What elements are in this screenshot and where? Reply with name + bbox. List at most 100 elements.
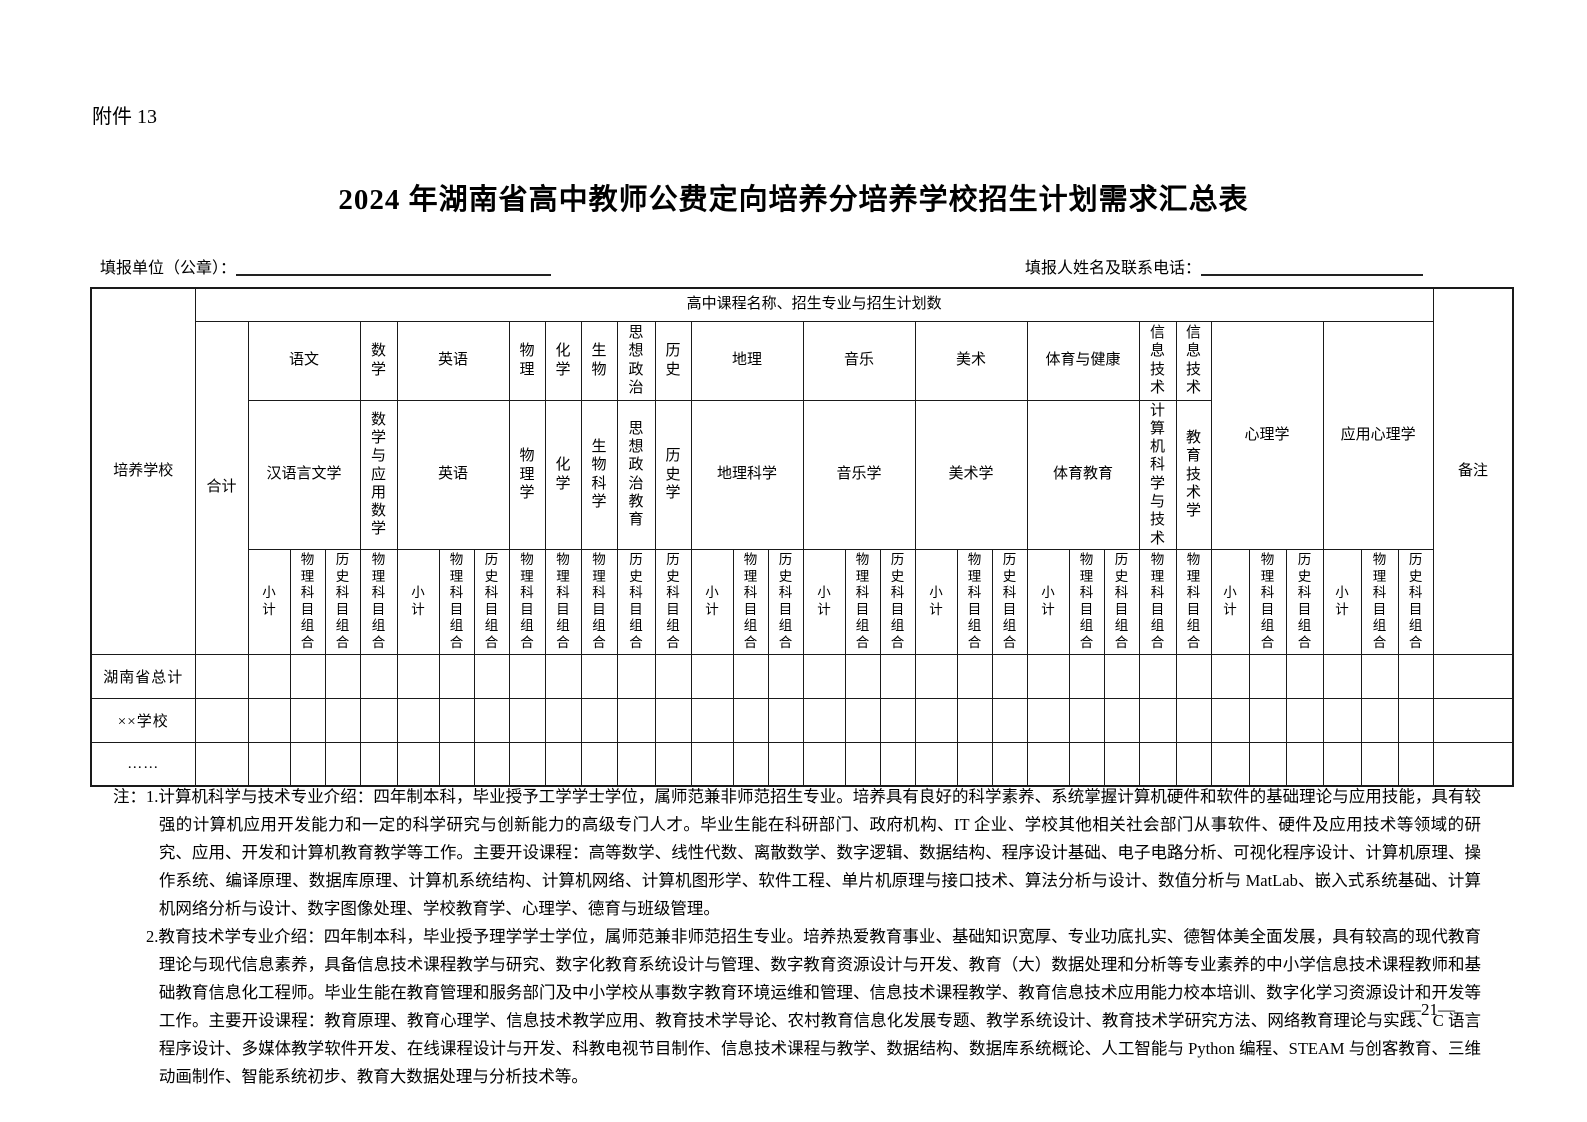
- enrollment-plan-table: 培养学校 高中课程名称、招生专业与招生计划数 备注 合计 语文 数学 英语 物理…: [90, 287, 1515, 788]
- physics-combo-header: 物理科目组合: [1248, 548, 1287, 655]
- plan-count-cell: [194, 653, 249, 699]
- plan-count-cell: [879, 653, 916, 699]
- table-row-province-total: 湖南省总计: [90, 653, 1514, 699]
- course-header: 语文: [247, 320, 361, 401]
- plan-count-cell: [544, 697, 582, 743]
- physics-combo-header: 物理科目组合: [359, 548, 398, 655]
- major-header-label: 物理学: [519, 447, 535, 501]
- history-combo-label: 历史科目组合: [890, 552, 905, 651]
- corner-header: 培养学校: [90, 287, 196, 655]
- plan-count-cell: [1397, 697, 1434, 743]
- history-combo-header: 历史科目组合: [654, 548, 692, 655]
- plan-count-cell: [1026, 741, 1070, 787]
- plan-count-cell: [879, 741, 916, 787]
- course-header: 音乐: [802, 320, 916, 401]
- physics-combo-label: 物理科目组合: [967, 552, 982, 651]
- physics-combo-header: 物理科目组合: [580, 548, 618, 655]
- subtotal-label: 小计: [262, 585, 276, 617]
- attachment-label: 附件 13: [92, 106, 157, 128]
- plan-count-cell: [956, 653, 993, 699]
- course-header: 地理: [690, 320, 804, 401]
- plan-count-cell: [991, 697, 1028, 743]
- plan-count-cell: [1175, 741, 1212, 787]
- plan-count-cell: [1248, 741, 1287, 787]
- history-combo-header: 历史科目组合: [324, 548, 361, 655]
- history-combo-header: 历史科目组合: [1397, 548, 1434, 655]
- course-header: 思想政治: [616, 320, 656, 401]
- major-header-label: 化学: [555, 456, 571, 492]
- course-header-label: 生物: [591, 342, 607, 378]
- plan-count-cell: [1322, 741, 1362, 787]
- physics-combo-label: 物理科目组合: [300, 552, 315, 651]
- plan-count-cell: [289, 653, 326, 699]
- subtotal-header: 小计: [690, 548, 734, 655]
- subtotal-label: 小计: [929, 585, 943, 617]
- plan-count-cell: [396, 741, 440, 787]
- history-combo-label: 历史科目组合: [335, 552, 350, 651]
- plan-count-cell: [1068, 697, 1105, 743]
- major-header-label: 数学与应用数学: [370, 410, 386, 538]
- course-header: 美术: [914, 320, 1028, 401]
- note-list: 1.计算机科学与技术专业介绍：四年制本科，毕业授予工学学士学位，属师范兼非师范招…: [146, 783, 1481, 1091]
- course-header-label: 思想政治: [628, 323, 644, 396]
- plan-count-cell: [1103, 741, 1140, 787]
- history-combo-label: 历史科目组合: [778, 552, 793, 651]
- contact-field: 填报人姓名及联系电话：: [1025, 254, 1424, 278]
- school-name-cell: 湖南省总计: [90, 653, 196, 699]
- major-header: 音乐学: [802, 399, 916, 550]
- course-header-label: 信息技术: [1185, 323, 1201, 396]
- physics-combo-label: 物理科目组合: [1260, 552, 1275, 651]
- plan-count-cell: [1360, 741, 1399, 787]
- major-header: 体育教育: [1026, 399, 1140, 550]
- physics-combo-header: 物理科目组合: [956, 548, 993, 655]
- course-header: 信息技术: [1138, 320, 1177, 401]
- course-header-label: 物理: [519, 342, 535, 378]
- plan-count-cell: [654, 697, 692, 743]
- plan-count-cell: [544, 653, 582, 699]
- header-row-combos: 小计 物理科目组合 历史科目组合 物理科目组合 小计 物理科目组合 历史科目组合…: [91, 548, 1513, 655]
- plan-count-cell: [1285, 697, 1324, 743]
- course-header: 生物: [580, 320, 618, 401]
- major-header-label: 历史学: [665, 447, 681, 501]
- course-header: 英语: [396, 320, 510, 401]
- subtotal-header: 小计: [1210, 548, 1250, 655]
- header-row-courses: 合计 语文 数学 英语 物理 化学 生物 思想政治 历史 地理 音乐 美术 体育…: [91, 320, 1513, 655]
- history-combo-label: 历史科目组合: [1297, 552, 1312, 651]
- psych-course-header: 心理学: [1210, 320, 1324, 550]
- subtotal-label: 小计: [705, 585, 719, 617]
- course-header-label: 化学: [555, 342, 571, 378]
- plan-count-cell: [473, 653, 510, 699]
- psych-course-header: 应用心理学: [1322, 320, 1434, 550]
- plan-count-cell: [991, 741, 1028, 787]
- major-header: 美术学: [914, 399, 1028, 550]
- plan-count-cell: [914, 697, 958, 743]
- physics-combo-label: 物理科目组合: [520, 552, 534, 651]
- plan-count-cell: [956, 741, 993, 787]
- plan-count-cell: [1397, 741, 1434, 787]
- plan-count-cell: [1103, 697, 1140, 743]
- plan-count-cell: [508, 741, 546, 787]
- plan-count-cell: [289, 697, 326, 743]
- plan-count-cell: [844, 653, 881, 699]
- plan-count-cell: [1138, 741, 1177, 787]
- plan-count-cell: [359, 653, 398, 699]
- table-row-school: ××学校: [90, 697, 1514, 743]
- span-header: 高中课程名称、招生专业与招生计划数: [194, 287, 1434, 322]
- plan-count-cell: [1068, 741, 1105, 787]
- plan-count-cell: [1322, 697, 1362, 743]
- plan-count-cell: [690, 697, 734, 743]
- page-title: 2024 年湖南省高中教师公费定向培养分培养学校招生计划需求汇总表: [338, 184, 1249, 216]
- plan-count-cell: [690, 741, 734, 787]
- plan-count-cell: [616, 697, 656, 743]
- history-combo-label: 历史科目组合: [629, 552, 643, 651]
- plan-count-cell: [324, 697, 361, 743]
- plan-count-cell: [1360, 697, 1399, 743]
- plan-count-cell: [544, 741, 582, 787]
- contact-blank: [1201, 258, 1424, 276]
- physics-combo-header: 物理科目组合: [1138, 548, 1177, 655]
- plan-count-cell: [732, 653, 769, 699]
- subtotal-label: 小计: [1223, 585, 1237, 617]
- plan-count-cell: [359, 697, 398, 743]
- reporting-unit-label: 填报单位（公章）：: [100, 260, 237, 277]
- major-header: 教育技术学: [1175, 399, 1212, 550]
